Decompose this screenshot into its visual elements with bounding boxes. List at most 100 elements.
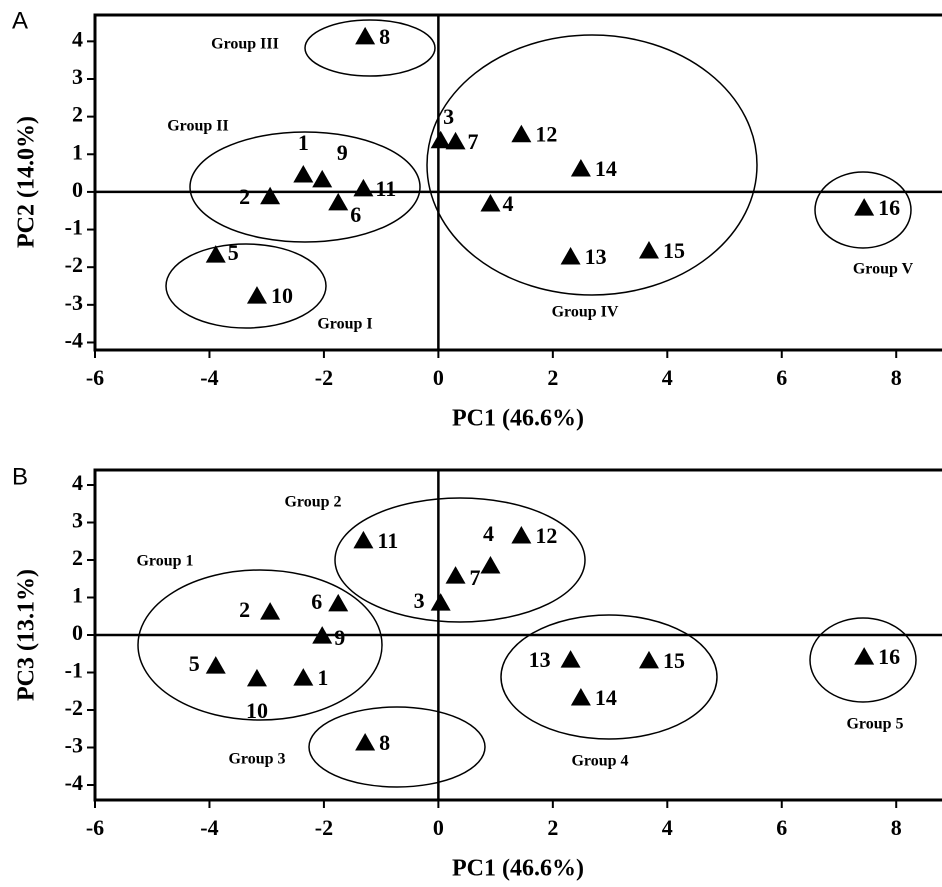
point-label: 13 bbox=[529, 647, 551, 672]
x-tick-label: -4 bbox=[200, 365, 218, 390]
y-tick-label: -4 bbox=[65, 770, 83, 795]
x-tick-label: -2 bbox=[315, 365, 333, 390]
x-tick-label: 6 bbox=[776, 365, 787, 390]
point-label: 2 bbox=[239, 184, 250, 209]
point-label: 1 bbox=[317, 665, 328, 690]
point bbox=[445, 566, 466, 584]
point-label: 15 bbox=[663, 238, 685, 263]
point-label: 8 bbox=[379, 730, 390, 755]
point bbox=[430, 130, 451, 149]
y-tick-label: 4 bbox=[72, 470, 83, 495]
group-label: Group 1 bbox=[136, 553, 193, 570]
point bbox=[353, 178, 374, 197]
x-tick-label: 8 bbox=[891, 815, 902, 840]
point bbox=[293, 164, 314, 183]
point-label: 14 bbox=[595, 156, 617, 181]
point bbox=[638, 650, 659, 669]
point-label: 12 bbox=[535, 122, 557, 147]
point bbox=[246, 668, 267, 687]
point bbox=[445, 131, 466, 150]
x-tick-label: -2 bbox=[315, 815, 333, 840]
group-label: Group II bbox=[167, 118, 229, 135]
x-tick-label: 8 bbox=[891, 365, 902, 390]
panel-label: A bbox=[12, 7, 28, 34]
y-tick-label: -2 bbox=[65, 695, 83, 720]
group-label: Group 5 bbox=[846, 716, 903, 733]
point bbox=[205, 245, 226, 263]
y-tick-label: 1 bbox=[72, 139, 83, 164]
y-tick-label: 0 bbox=[72, 177, 83, 202]
point bbox=[560, 650, 581, 668]
point bbox=[312, 626, 333, 644]
y-tick-label: 3 bbox=[72, 508, 83, 533]
group-ellipse bbox=[137, 569, 383, 721]
point-label: 9 bbox=[334, 625, 345, 650]
point bbox=[570, 688, 591, 706]
point-label: 11 bbox=[377, 528, 398, 553]
point-label: 1 bbox=[298, 130, 309, 155]
plot-frame bbox=[93, 13, 942, 352]
x-axis-title: PC1 (46.6%) bbox=[452, 406, 584, 432]
point bbox=[560, 247, 581, 265]
point-label: 14 bbox=[595, 685, 617, 710]
y-axis-title: PC3 (13.1%) bbox=[14, 569, 40, 701]
x-tick-label: -6 bbox=[86, 815, 104, 840]
point-label: 6 bbox=[350, 202, 361, 227]
x-tick-label: 2 bbox=[547, 365, 558, 390]
point bbox=[638, 241, 659, 259]
point bbox=[511, 124, 532, 143]
point bbox=[480, 556, 501, 574]
point bbox=[312, 169, 333, 188]
x-tick-label: 4 bbox=[662, 815, 673, 840]
point-label: 7 bbox=[468, 129, 479, 154]
y-tick-label: -1 bbox=[65, 658, 83, 683]
y-tick-label: -2 bbox=[65, 252, 83, 277]
point bbox=[854, 198, 875, 216]
y-axis-title: PC2 (14.0%) bbox=[14, 116, 40, 248]
group-label: Group 3 bbox=[228, 751, 285, 768]
y-tick-label: 1 bbox=[72, 583, 83, 608]
group-label: Group 2 bbox=[284, 494, 341, 511]
point-label: 12 bbox=[535, 523, 557, 548]
point-label: 15 bbox=[663, 648, 685, 673]
y-tick-label: -1 bbox=[65, 215, 83, 240]
group-ellipse bbox=[809, 617, 917, 703]
y-tick-label: -4 bbox=[65, 328, 83, 353]
point bbox=[355, 26, 376, 45]
point-label: 3 bbox=[443, 104, 454, 129]
point bbox=[570, 158, 591, 177]
x-tick-label: 0 bbox=[433, 365, 444, 390]
x-tick-label: -6 bbox=[86, 365, 104, 390]
y-tick-label: -3 bbox=[65, 733, 83, 758]
point bbox=[328, 593, 349, 612]
group-ellipse bbox=[308, 706, 486, 788]
point bbox=[480, 193, 501, 212]
point-label: 5 bbox=[228, 240, 239, 265]
point-label: 9 bbox=[337, 140, 348, 165]
group-ellipse bbox=[500, 614, 718, 740]
point-label: 6 bbox=[311, 589, 322, 614]
point-label: 8 bbox=[379, 24, 390, 49]
group-label: Group I bbox=[317, 316, 372, 333]
group-ellipse bbox=[814, 171, 912, 249]
group-ellipse bbox=[304, 19, 436, 77]
group-label: Group III bbox=[211, 36, 279, 53]
group-ellipse bbox=[189, 131, 421, 243]
point-label: 10 bbox=[271, 283, 293, 308]
y-tick-label: 4 bbox=[72, 26, 83, 51]
x-tick-label: 2 bbox=[547, 815, 558, 840]
group-label: Group IV bbox=[552, 304, 619, 321]
point-label: 2 bbox=[239, 597, 250, 622]
y-tick-label: 2 bbox=[72, 545, 83, 570]
panel-label: B bbox=[12, 463, 28, 490]
point bbox=[260, 186, 281, 205]
y-tick-label: 2 bbox=[72, 102, 83, 127]
point-label: 5 bbox=[189, 651, 200, 676]
group-label: Group 4 bbox=[571, 753, 628, 770]
point-label: 16 bbox=[878, 644, 900, 669]
point-label: 10 bbox=[246, 698, 268, 723]
x-axis-title: PC1 (46.6%) bbox=[452, 856, 584, 882]
group-ellipse bbox=[426, 34, 758, 296]
point bbox=[511, 526, 532, 544]
point-label: 11 bbox=[375, 176, 396, 201]
